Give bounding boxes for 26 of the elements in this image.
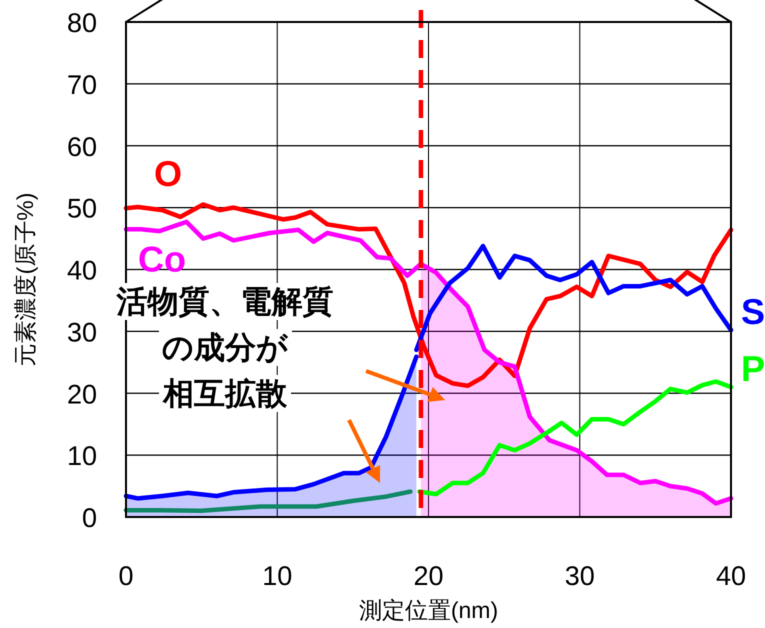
x-tick-label: 0 [118,561,134,591]
x-tick-label: 10 [262,561,292,591]
x-axis-title: 測定位置(nm) [358,597,498,623]
annotation: 活物質、電解質 [116,284,334,319]
series-label: O [154,153,182,194]
annotation: の成分が [162,330,289,365]
y-tick-label: 70 [66,70,97,100]
y-tick-label: 40 [66,256,97,286]
line-series [417,379,734,496]
y-tick-label: 20 [66,379,97,410]
y-axis-title: 元素濃度(原子%) [12,192,38,366]
annotation: 相互拡散 [162,376,288,411]
y-tick-label: 0 [82,503,97,533]
y-tick-label: 30 [66,317,97,348]
y-tick-label: 60 [66,132,97,162]
x-tick-label: 20 [413,561,444,591]
series-label: S [741,291,765,332]
line-series [414,244,734,352]
y-tick-label: 10 [66,441,97,472]
line-series [124,489,413,514]
y-tick-label: 80 [66,8,97,38]
series-label: Co [138,238,186,280]
x-tick-label: 30 [564,561,595,591]
x-tick-label: 40 [716,561,746,591]
series-label: P [741,348,765,390]
y-tick-label: 50 [66,194,97,224]
